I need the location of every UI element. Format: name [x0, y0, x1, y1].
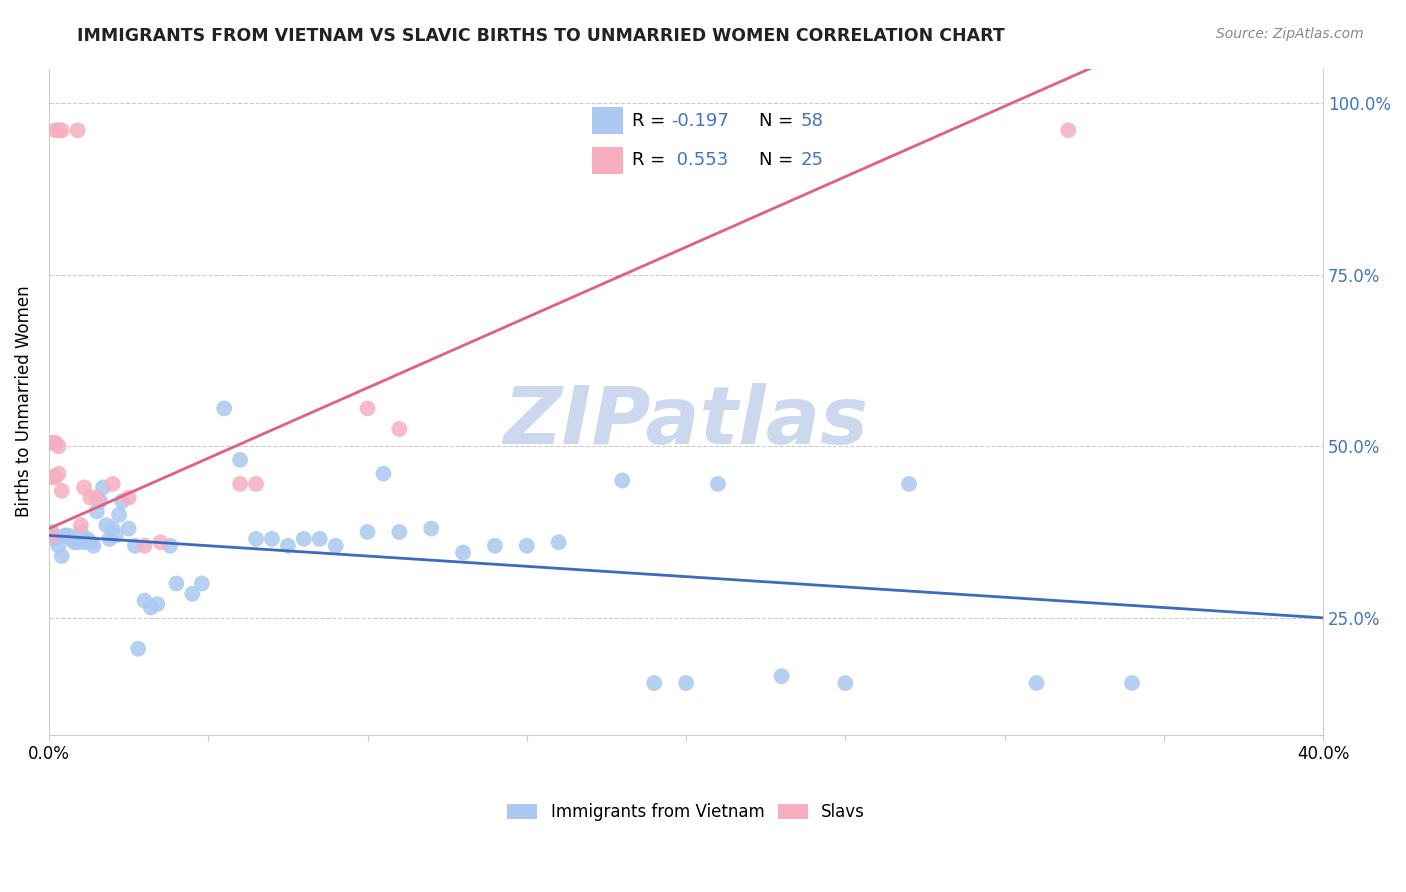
- Point: [191, 576, 214, 591]
- Point: [516, 539, 538, 553]
- Point: [643, 676, 665, 690]
- Point: [484, 539, 506, 553]
- Point: [86, 504, 108, 518]
- Point: [388, 524, 411, 539]
- Point: [612, 474, 634, 488]
- Point: [325, 539, 347, 553]
- Point: [48, 439, 70, 453]
- Text: IMMIGRANTS FROM VIETNAM VS SLAVIC BIRTHS TO UNMARRIED WOMEN CORRELATION CHART: IMMIGRANTS FROM VIETNAM VS SLAVIC BIRTHS…: [77, 27, 1005, 45]
- Point: [44, 532, 66, 546]
- Point: [898, 477, 921, 491]
- Point: [388, 422, 411, 436]
- Point: [260, 532, 283, 546]
- Point: [134, 593, 156, 607]
- Point: [547, 535, 569, 549]
- Point: [69, 518, 91, 533]
- Point: [41, 524, 63, 539]
- Point: [56, 528, 79, 542]
- Point: [117, 491, 139, 505]
- Point: [159, 539, 181, 553]
- Bar: [592, 147, 623, 175]
- Point: [96, 518, 118, 533]
- Point: [356, 524, 378, 539]
- Point: [707, 477, 730, 491]
- Y-axis label: Births to Unmarried Women: Births to Unmarried Women: [15, 285, 32, 517]
- Point: [41, 470, 63, 484]
- Point: [79, 491, 101, 505]
- Point: [149, 535, 172, 549]
- Point: [146, 597, 169, 611]
- Point: [245, 477, 267, 491]
- Point: [101, 477, 124, 491]
- Text: N =: N =: [759, 152, 799, 169]
- Point: [73, 480, 96, 494]
- Point: [451, 546, 474, 560]
- Point: [48, 539, 70, 553]
- Point: [1057, 123, 1080, 137]
- Point: [165, 576, 187, 591]
- Point: [117, 522, 139, 536]
- Text: -0.197: -0.197: [671, 112, 730, 129]
- Point: [41, 435, 63, 450]
- Point: [89, 494, 111, 508]
- Text: 0.553: 0.553: [671, 152, 728, 169]
- Point: [91, 480, 114, 494]
- Point: [63, 535, 86, 549]
- Point: [44, 435, 66, 450]
- Text: Source: ZipAtlas.com: Source: ZipAtlas.com: [1216, 27, 1364, 41]
- Bar: [592, 107, 623, 134]
- Point: [229, 477, 252, 491]
- Point: [245, 532, 267, 546]
- Point: [51, 549, 73, 563]
- Point: [770, 669, 793, 683]
- Point: [53, 528, 76, 542]
- Point: [104, 528, 127, 542]
- Point: [66, 535, 89, 549]
- Point: [73, 535, 96, 549]
- Point: [51, 123, 73, 137]
- Legend: Immigrants from Vietnam, Slavs: Immigrants from Vietnam, Slavs: [498, 793, 875, 830]
- Point: [44, 123, 66, 137]
- Point: [124, 539, 146, 553]
- Point: [51, 483, 73, 498]
- Point: [76, 532, 98, 546]
- Text: N =: N =: [759, 112, 799, 129]
- Point: [212, 401, 235, 416]
- Point: [277, 539, 299, 553]
- Point: [44, 470, 66, 484]
- Text: R =: R =: [631, 112, 671, 129]
- Point: [373, 467, 395, 481]
- Point: [1121, 676, 1143, 690]
- Point: [308, 532, 330, 546]
- Text: 25: 25: [800, 152, 824, 169]
- Point: [60, 532, 83, 546]
- Point: [48, 123, 70, 137]
- Point: [127, 641, 149, 656]
- Text: 58: 58: [800, 112, 824, 129]
- Point: [675, 676, 697, 690]
- Point: [101, 522, 124, 536]
- Point: [181, 587, 204, 601]
- Point: [66, 123, 89, 137]
- Point: [1025, 676, 1047, 690]
- Point: [356, 401, 378, 416]
- Point: [229, 453, 252, 467]
- Point: [834, 676, 856, 690]
- Point: [111, 494, 134, 508]
- Point: [69, 524, 91, 539]
- Text: ZIPatlas: ZIPatlas: [503, 383, 869, 460]
- Point: [139, 600, 162, 615]
- Point: [108, 508, 131, 522]
- Point: [98, 532, 121, 546]
- Point: [79, 535, 101, 549]
- Point: [292, 532, 315, 546]
- Point: [48, 467, 70, 481]
- Text: R =: R =: [631, 152, 671, 169]
- Point: [420, 522, 443, 536]
- Point: [134, 539, 156, 553]
- Point: [83, 539, 105, 553]
- Point: [41, 528, 63, 542]
- Point: [86, 491, 108, 505]
